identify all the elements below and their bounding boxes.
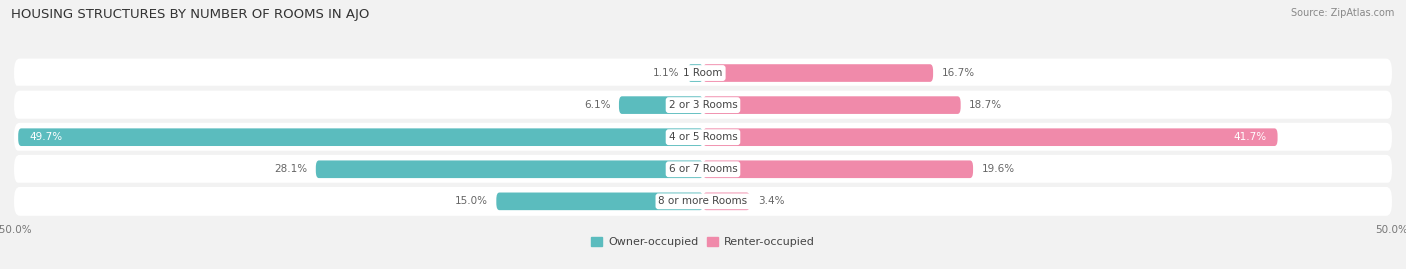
FancyBboxPatch shape xyxy=(688,64,703,82)
Text: 4 or 5 Rooms: 4 or 5 Rooms xyxy=(669,132,737,142)
Text: 1.1%: 1.1% xyxy=(652,68,679,78)
FancyBboxPatch shape xyxy=(14,123,1392,152)
FancyBboxPatch shape xyxy=(703,193,749,210)
Text: 6.1%: 6.1% xyxy=(583,100,610,110)
FancyBboxPatch shape xyxy=(14,91,1392,119)
Text: HOUSING STRUCTURES BY NUMBER OF ROOMS IN AJO: HOUSING STRUCTURES BY NUMBER OF ROOMS IN… xyxy=(11,8,370,21)
FancyBboxPatch shape xyxy=(619,96,703,114)
Text: 16.7%: 16.7% xyxy=(942,68,974,78)
Text: 49.7%: 49.7% xyxy=(30,132,62,142)
FancyBboxPatch shape xyxy=(14,187,1392,216)
FancyBboxPatch shape xyxy=(14,59,1392,87)
Text: 1 Room: 1 Room xyxy=(683,68,723,78)
Text: 18.7%: 18.7% xyxy=(969,100,1002,110)
Text: 6 or 7 Rooms: 6 or 7 Rooms xyxy=(669,164,737,174)
FancyBboxPatch shape xyxy=(316,160,703,178)
FancyBboxPatch shape xyxy=(496,193,703,210)
Legend: Owner-occupied, Renter-occupied: Owner-occupied, Renter-occupied xyxy=(586,232,820,252)
Text: 8 or more Rooms: 8 or more Rooms xyxy=(658,196,748,206)
FancyBboxPatch shape xyxy=(14,155,1392,184)
FancyBboxPatch shape xyxy=(18,128,703,146)
Text: 19.6%: 19.6% xyxy=(981,164,1015,174)
FancyBboxPatch shape xyxy=(703,128,1278,146)
FancyBboxPatch shape xyxy=(703,96,960,114)
FancyBboxPatch shape xyxy=(703,64,934,82)
Text: 3.4%: 3.4% xyxy=(758,196,785,206)
Text: Source: ZipAtlas.com: Source: ZipAtlas.com xyxy=(1291,8,1395,18)
Text: 2 or 3 Rooms: 2 or 3 Rooms xyxy=(669,100,737,110)
FancyBboxPatch shape xyxy=(703,160,973,178)
Text: 41.7%: 41.7% xyxy=(1233,132,1267,142)
Text: 15.0%: 15.0% xyxy=(456,196,488,206)
Text: 28.1%: 28.1% xyxy=(274,164,308,174)
